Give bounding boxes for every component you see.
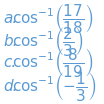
Text: d.: d. (4, 79, 18, 94)
Text: a.: a. (4, 11, 18, 26)
Text: $\cos^{-1}\!\left(-\dfrac{1}{3}\right)$: $\cos^{-1}\!\left(-\dfrac{1}{3}\right)$ (12, 70, 96, 103)
Text: $\cos^{-1}\!\left(\dfrac{17}{18}\right)$: $\cos^{-1}\!\left(\dfrac{17}{18}\right)$ (12, 2, 93, 35)
Text: $\cos^{-1}\!\left(\dfrac{2}{3}\right)$: $\cos^{-1}\!\left(\dfrac{2}{3}\right)$ (12, 25, 83, 58)
Text: $\cos^{-1}\!\left(\dfrac{8}{19}\right)$: $\cos^{-1}\!\left(\dfrac{8}{19}\right)$ (12, 46, 93, 79)
Text: b.: b. (4, 34, 18, 49)
Text: c.: c. (4, 55, 17, 70)
